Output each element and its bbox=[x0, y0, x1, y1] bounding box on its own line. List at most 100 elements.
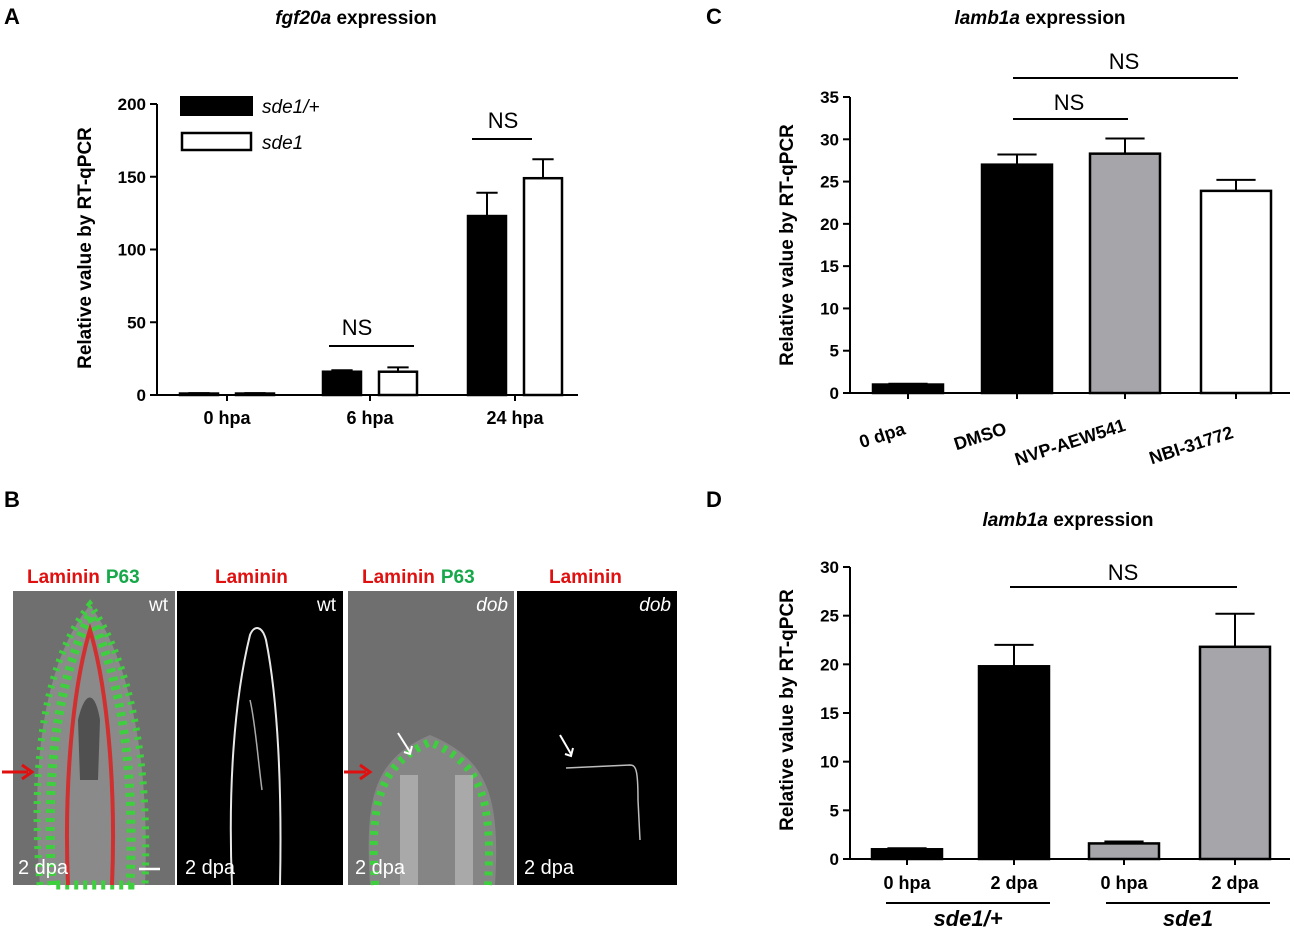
laminin-signal-inner-2 bbox=[249, 699, 263, 791]
micrograph-wt-merge: wt 2 dpa bbox=[13, 591, 175, 890]
y-tick-label: 35 bbox=[820, 88, 839, 107]
y-tick-label: 20 bbox=[820, 215, 839, 234]
ns-label-2dpa: NS bbox=[1108, 560, 1139, 585]
panel-a-bars bbox=[178, 158, 564, 397]
y-tick-label: 5 bbox=[830, 801, 839, 820]
y-tick-label: 50 bbox=[127, 313, 146, 332]
arrow-head-3 bbox=[403, 745, 413, 756]
y-tick-label: 25 bbox=[820, 173, 839, 192]
time-label-1: 2 dpa bbox=[18, 857, 69, 879]
panel-d-title: lamb1a expression bbox=[982, 510, 1153, 531]
epidermis-outer-1 bbox=[33, 599, 150, 886]
panel-c-title: lamb1a expression bbox=[954, 8, 1125, 29]
x-tick-label: 24 hpa bbox=[486, 408, 544, 428]
time-label-4: 2 dpa bbox=[524, 857, 575, 879]
arrow-head-4 bbox=[564, 747, 574, 758]
panel-c: C lamb1a expression Relative value by RT… bbox=[706, 4, 1290, 470]
y-tick-label: 150 bbox=[118, 168, 146, 187]
y-tick-label: 0 bbox=[137, 386, 146, 405]
stain-laminin-3: Laminin bbox=[362, 567, 435, 588]
legend-swatch-sde1 bbox=[180, 131, 253, 152]
panel-c-title-italic: lamb1a bbox=[954, 8, 1020, 29]
mesenchyme-dark-1 bbox=[78, 697, 100, 780]
x-tick-label: NVP-AEW541 bbox=[1012, 415, 1128, 470]
panel-d-title-italic: lamb1a bbox=[982, 510, 1048, 531]
stain-label-1: Laminin P63 bbox=[27, 567, 140, 588]
y-tick-label: 0 bbox=[830, 384, 839, 403]
amputation-arrow-3 bbox=[344, 763, 373, 781]
arrow-shaft-3 bbox=[397, 732, 411, 753]
stain-p63-3: P63 bbox=[441, 567, 475, 588]
ray-left-3 bbox=[400, 775, 418, 885]
y-tick-label: 10 bbox=[820, 299, 839, 318]
y-tick-label: 30 bbox=[820, 558, 839, 577]
micrograph-dob-merge: dob 2 dpa bbox=[348, 591, 514, 886]
bar-NBI-31772 bbox=[1199, 189, 1273, 395]
y-tick-label: 15 bbox=[820, 704, 839, 723]
amputation-arrow-1 bbox=[2, 763, 35, 781]
legend-label-sde1: sde1 bbox=[262, 133, 303, 154]
y-tick-label: 25 bbox=[820, 607, 839, 626]
panel-d-title-rest: expression bbox=[1048, 510, 1154, 531]
panel-c-title-rest: expression bbox=[1020, 8, 1126, 29]
laminin-signal-4 bbox=[565, 764, 641, 841]
x-tick-label: 0 dpa bbox=[857, 418, 909, 452]
y-tick-label: 100 bbox=[118, 241, 146, 260]
x-tick-label: DMSO bbox=[951, 418, 1009, 454]
panel-c-letter: C bbox=[706, 4, 722, 29]
micrograph-bg-4 bbox=[517, 591, 677, 885]
stain-laminin-1: Laminin bbox=[27, 567, 100, 588]
panel-a-title-italic: fgf20a bbox=[275, 8, 331, 29]
x-tick-label: 0 hpa bbox=[1100, 873, 1148, 893]
x-tick-label: 2 dpa bbox=[1211, 873, 1259, 893]
bar-0 dpa bbox=[871, 383, 945, 395]
bar-sde1-het-0hpa bbox=[870, 848, 944, 861]
panel-a: A fgf20a expression Relative value by RT… bbox=[4, 4, 578, 428]
y-tick-label: 15 bbox=[820, 257, 839, 276]
legend-label-sde1-het: sde1/+ bbox=[262, 97, 320, 118]
legend-swatch-sde1-het bbox=[180, 96, 253, 116]
stain-laminin-4: Laminin bbox=[549, 567, 622, 588]
genotype-label-3: dob bbox=[476, 595, 508, 616]
stain-p63-1: P63 bbox=[106, 567, 140, 588]
ns-label-dmso-nbi: NS bbox=[1109, 49, 1140, 74]
panel-a-letter: A bbox=[4, 4, 20, 29]
panel-c-bars bbox=[871, 137, 1273, 395]
y-tick-label: 20 bbox=[820, 655, 839, 674]
time-label-3: 2 dpa bbox=[355, 857, 406, 879]
genotype-label-2: wt bbox=[316, 595, 337, 616]
genotype-label-1: wt bbox=[148, 595, 169, 616]
group-label-sde1: sde1 bbox=[1163, 906, 1213, 931]
ns-label-24hpa: NS bbox=[488, 108, 519, 133]
y-tick-label: 5 bbox=[830, 342, 839, 361]
micrograph-dob-laminin: dob 2 dpa bbox=[517, 591, 677, 885]
laminin-signal-2 bbox=[229, 627, 282, 886]
ray-right-3 bbox=[455, 775, 473, 885]
panel-a-axes: 0 50 100 150 200 0 hpa 6 hpa 24 hpa bbox=[118, 95, 578, 428]
panel-d-bars bbox=[870, 612, 1272, 861]
arrow-shaft-4 bbox=[559, 734, 572, 755]
x-tick-label: 0 hpa bbox=[203, 408, 251, 428]
micrograph-bg-2 bbox=[177, 591, 343, 885]
time-label-2: 2 dpa bbox=[185, 857, 236, 879]
bar-NVP-AEW541 bbox=[1088, 152, 1162, 395]
bar-24hpa-sde1-het bbox=[466, 214, 508, 397]
x-tick-label: NBI-31772 bbox=[1147, 422, 1236, 468]
y-tick-label: 30 bbox=[820, 130, 839, 149]
panel-a-ylabel: Relative value by RT-qPCR bbox=[75, 127, 96, 369]
panel-a-title-rest: expression bbox=[331, 8, 437, 29]
y-tick-label: 10 bbox=[820, 753, 839, 772]
bar-sde1-0hpa bbox=[1087, 842, 1161, 861]
bar-sde1-het-2dpa bbox=[977, 665, 1051, 861]
epidermis-nuclei-3 bbox=[369, 737, 493, 886]
panel-d-axes: 0 5 10 15 20 25 30 0 hpa 2 dpa 0 hpa 2 dpa bbox=[820, 558, 1290, 893]
x-tick-label: 0 hpa bbox=[883, 873, 931, 893]
y-tick-label: 0 bbox=[830, 850, 839, 869]
panel-d-letter: D bbox=[706, 487, 722, 512]
ns-label-6hpa: NS bbox=[342, 315, 373, 340]
y-tick-label: 200 bbox=[118, 95, 146, 114]
bar-sde1-2dpa bbox=[1198, 645, 1272, 861]
stain-laminin-2: Laminin bbox=[215, 567, 288, 588]
ns-label-dmso-nvp: NS bbox=[1054, 90, 1085, 115]
